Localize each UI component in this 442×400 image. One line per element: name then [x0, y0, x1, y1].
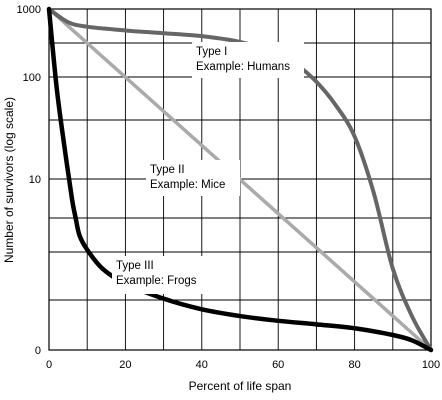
y-tick-label: 100	[23, 72, 41, 84]
type-iii-annotation: Type III Example: Frogs	[112, 256, 210, 294]
y-axis-title: Number of survivors (log scale)	[2, 97, 16, 263]
x-tick-label: 80	[348, 359, 360, 371]
annotation-type-label: Type I	[196, 46, 227, 58]
annotation-example-label: Example: Humans	[196, 61, 290, 73]
annotation-example-label: Example: Frogs	[116, 275, 197, 287]
annotation-example-label: Example: Mice	[150, 179, 225, 191]
x-axis-title: Percent of life span	[189, 379, 292, 393]
x-tick-label: 100	[422, 359, 440, 371]
curve-annotations: Type I Example: Humans Type II Example: Mic…	[112, 42, 304, 294]
x-tick-label: 40	[196, 359, 208, 371]
y-tick-label: 10	[29, 174, 41, 186]
annotation-type-label: Type III	[116, 260, 154, 272]
x-tick-label: 20	[119, 359, 131, 371]
type-i-annotation: Type I Example: Humans	[192, 42, 304, 78]
annotation-background	[112, 256, 210, 294]
annotation-type-label: Type II	[150, 164, 185, 176]
annotation-background	[192, 42, 304, 78]
x-tick-label: 60	[272, 359, 284, 371]
y-tick-label: 1000	[17, 4, 41, 16]
x-tick-label: 0	[46, 359, 52, 371]
y-tick-label: 0	[35, 345, 41, 357]
annotation-background	[146, 160, 240, 196]
type-ii-annotation: Type II Example: Mice	[146, 160, 240, 196]
